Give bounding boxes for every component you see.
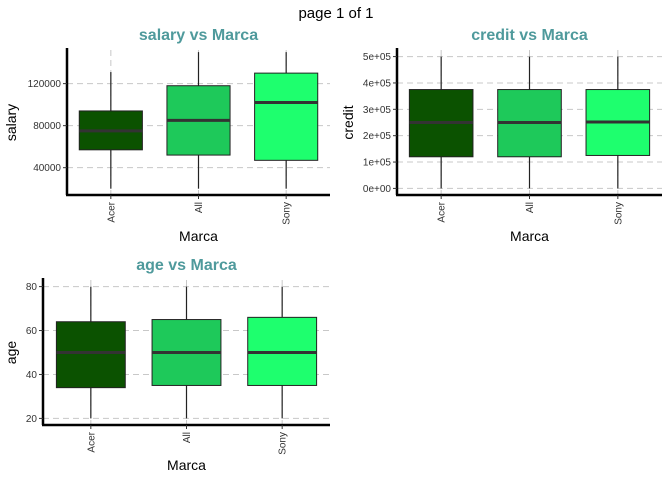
y-tick-label: 20	[26, 414, 38, 425]
x-tick-label: Sony	[282, 202, 293, 225]
y-tick-label: 40000	[33, 163, 61, 174]
y-tick-label: 2e+05	[363, 131, 392, 142]
y-tick-label: 1e+05	[363, 158, 392, 169]
charts-container: salary vs Marca 40000 80000 120000 Acer All So…	[3, 27, 662, 473]
box-sony	[254, 72, 319, 161]
x-tick-label: Acer	[106, 201, 117, 222]
y-tick-label: 60	[26, 326, 38, 337]
x-tick-label: Acer	[86, 431, 97, 452]
y-tick-label: 3e+05	[363, 105, 392, 116]
y-tick-label: 4e+05	[363, 78, 392, 89]
y-tick-label: 80000	[33, 121, 61, 132]
x-tick-label: Sony	[613, 202, 624, 225]
chart-title: credit vs Marca	[471, 27, 588, 44]
x-tick-label: Sony	[278, 432, 289, 455]
y-tick-label: 80	[26, 282, 38, 293]
y-tick-label: 120000	[28, 79, 62, 90]
y-axis-title: salary	[3, 104, 19, 141]
y-tick-label: 5e+05	[363, 52, 392, 63]
x-tick-label: Acer	[437, 201, 448, 222]
x-axis-title: Marca	[510, 228, 549, 244]
boxplot-0: salary vs Marca 40000 80000 120000 Acer All So…	[3, 27, 330, 244]
y-tick-label: 0e+00	[363, 184, 392, 195]
boxplot-2: age vs Marca 20 40 60 80 Acer All Sony Marca age	[3, 257, 330, 473]
box-acer	[55, 321, 126, 389]
chart-title: age vs Marca	[136, 257, 237, 274]
x-tick-label: All	[525, 202, 536, 213]
x-axis-title: Marca	[179, 228, 218, 244]
y-tick-label: 40	[26, 370, 38, 381]
x-axis-title: Marca	[167, 457, 206, 473]
x-tick-label: All	[194, 202, 205, 213]
x-tick-label: All	[182, 432, 193, 443]
y-axis-title: credit	[340, 105, 356, 139]
boxplot-1: credit vs Marca 0e+00 1e+05 2e+05 3e+05 4e+05…	[340, 27, 662, 244]
page-title: page 1 of 1	[298, 5, 373, 22]
y-axis-title: age	[3, 341, 19, 365]
chart-title: salary vs Marca	[139, 27, 258, 44]
